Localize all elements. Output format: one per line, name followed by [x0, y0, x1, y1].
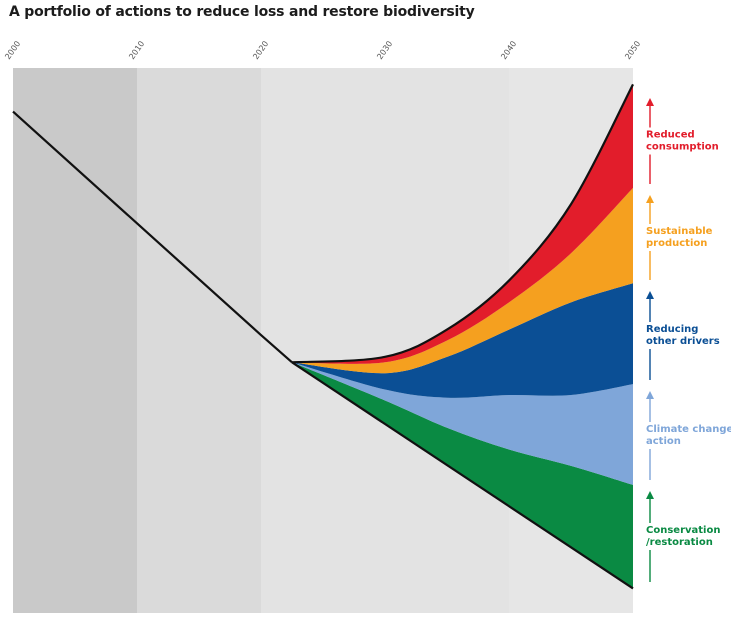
historical-trend-line	[12, 110, 293, 364]
legend-label-line: consumption	[646, 142, 719, 153]
legend-label-bg	[644, 523, 730, 550]
x-tick-label: 2000	[3, 39, 22, 61]
legend-label-line: production	[646, 238, 707, 249]
chart-title: A portfolio of actions to reduce loss an…	[9, 4, 475, 20]
legend-label-line: Sustainable	[646, 226, 713, 237]
legend-arrow-head	[646, 98, 654, 106]
legend-label-line: Reducing	[646, 324, 698, 335]
restored-trend-line	[291, 83, 634, 364]
legend-label-line: other drivers	[646, 336, 720, 347]
x-tick-label: 2020	[251, 39, 270, 61]
area-reduced-consumption	[292, 84, 633, 364]
x-tick-label: 2050	[623, 39, 642, 61]
legend-arrow-head	[646, 291, 654, 299]
trend-lines	[12, 83, 634, 590]
background-band-1	[137, 68, 261, 613]
legend-label: Conservation/restoration	[646, 525, 720, 548]
x-tick-label: 2030	[375, 39, 394, 61]
x-axis-ticks: 2000 2010 2020 2030 2040 2050	[3, 39, 642, 61]
x-tick-label: 2010	[127, 39, 146, 61]
legend-label: Climate change action	[646, 424, 731, 447]
legend-item: Reducing other drivers	[644, 291, 730, 380]
legend-label-line: Conservation	[646, 525, 720, 536]
legend-label-line: action	[646, 436, 681, 447]
background-band-0	[13, 68, 137, 613]
legend-label: Reduced consumption	[646, 130, 719, 153]
legend-label-line: Reduced	[646, 130, 695, 141]
legend-item: Climate change action	[644, 391, 731, 480]
legend: Reduced consumption Sustainable production R…	[644, 98, 731, 582]
legend-item: Sustainable production	[644, 195, 730, 280]
legend-label-bg	[644, 322, 730, 349]
legend-item: Reduced consumption	[644, 98, 730, 184]
legend-label-bg	[644, 422, 730, 449]
legend-arrow-head	[646, 195, 654, 203]
legend-label: Reducing other drivers	[646, 324, 720, 347]
area-reducing-other-drivers	[292, 283, 633, 398]
legend-label-line: Climate change	[646, 424, 731, 435]
legend-arrow-head	[646, 391, 654, 399]
legend-arrow-head	[646, 491, 654, 499]
legend-label-bg	[644, 127, 730, 155]
legend-label-line: /restoration	[646, 537, 713, 548]
legend-label: Sustainable production	[646, 226, 713, 249]
area-climate-change-action	[292, 362, 633, 485]
legend-label-bg	[644, 224, 730, 251]
baseline-trend-line	[291, 361, 634, 590]
x-tick-label: 2040	[499, 39, 518, 61]
legend-item: Conservation/restoration	[644, 491, 730, 582]
area-sustainable-production	[292, 187, 633, 374]
